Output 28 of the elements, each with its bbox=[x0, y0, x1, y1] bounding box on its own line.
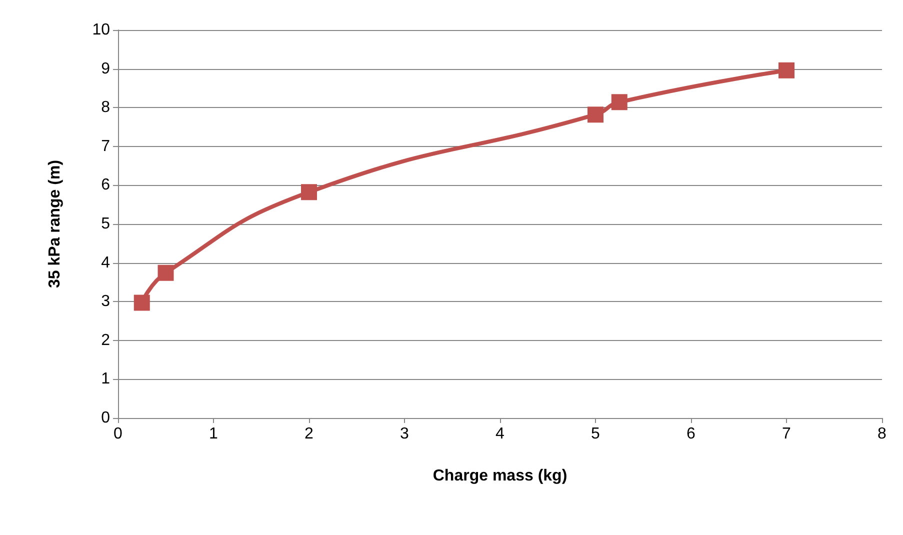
y-tick-label: 5 bbox=[101, 216, 110, 232]
x-tick-label: 4 bbox=[496, 426, 505, 442]
y-tick-label: 4 bbox=[101, 254, 110, 272]
y-tick-label: 10 bbox=[92, 22, 110, 38]
point bbox=[301, 184, 317, 200]
x-tick-label: 2 bbox=[304, 426, 314, 442]
y-tick-label: 9 bbox=[101, 60, 110, 78]
point bbox=[778, 62, 794, 78]
point bbox=[611, 94, 628, 110]
x-tick-label: 6 bbox=[686, 426, 696, 442]
y-tick-label: 0 bbox=[101, 410, 110, 426]
y-tick-label: 3 bbox=[101, 293, 110, 310]
y-tick-label: 1 bbox=[101, 370, 110, 388]
x-tick-label: 3 bbox=[400, 426, 410, 442]
y-tick-label: 6 bbox=[101, 176, 110, 194]
x-tick-label: 7 bbox=[782, 426, 792, 442]
point bbox=[134, 294, 150, 311]
y-tick-label: 2 bbox=[101, 332, 110, 349]
x-tick-label: 1 bbox=[209, 426, 218, 442]
x-axis-title: Charge mass (kg) bbox=[432, 468, 568, 484]
y-tick-label: 7 bbox=[101, 138, 110, 155]
point bbox=[588, 106, 604, 123]
y-tick-label: 8 bbox=[101, 99, 110, 116]
point bbox=[158, 264, 174, 281]
y-axis-title: 35 kPa range (m) bbox=[46, 160, 64, 288]
x-tick-label: 8 bbox=[878, 426, 887, 442]
x-tick-label: 5 bbox=[591, 426, 600, 442]
x-tick-label: 0 bbox=[114, 426, 123, 442]
